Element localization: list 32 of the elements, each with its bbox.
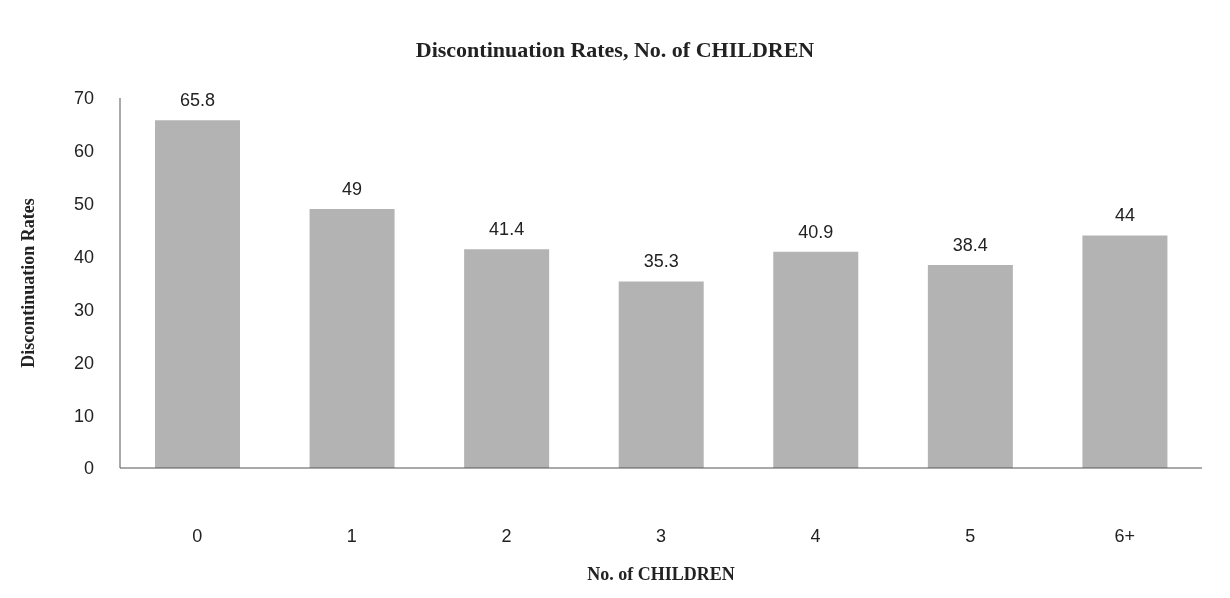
y-axis-title: Discontinuation Rates (18, 198, 39, 368)
y-tick-label: 10 (73, 405, 94, 426)
bar (927, 265, 1013, 468)
x-tick-label: 5 (965, 525, 976, 546)
bar (1082, 235, 1168, 468)
data-label: 40.9 (798, 221, 834, 242)
y-tick-label: 40 (73, 246, 94, 267)
y-tick-label: 0 (83, 458, 94, 479)
y-tick-label: 30 (73, 299, 94, 320)
x-tick-label: 1 (346, 525, 357, 546)
bar (773, 251, 859, 468)
data-label: 44 (1114, 205, 1135, 226)
x-tick-label: 6+ (1114, 525, 1135, 546)
x-axis-title: No. of CHILDREN (587, 564, 735, 584)
data-label: 65.8 (179, 90, 216, 111)
bar (309, 209, 395, 468)
bar (155, 120, 240, 468)
data-label: 35.3 (643, 251, 679, 272)
y-tick-label: 20 (73, 352, 94, 373)
x-tick-label: 4 (810, 525, 821, 546)
bar (464, 249, 550, 468)
data-label: 49 (342, 179, 363, 199)
x-tick-label: 2 (501, 525, 512, 546)
x-tick-label: 3 (655, 525, 667, 546)
x-tick-label: 0 (192, 525, 203, 546)
chart-title: Discontinuation Rates, No. of CHILDREN (414, 36, 816, 63)
y-tick-label: 70 (73, 88, 94, 109)
y-tick-label: 50 (73, 194, 94, 215)
data-label: 41.4 (489, 219, 525, 240)
data-label: 38.4 (952, 235, 988, 256)
bar (618, 281, 704, 468)
y-tick-label: 60 (73, 141, 94, 162)
